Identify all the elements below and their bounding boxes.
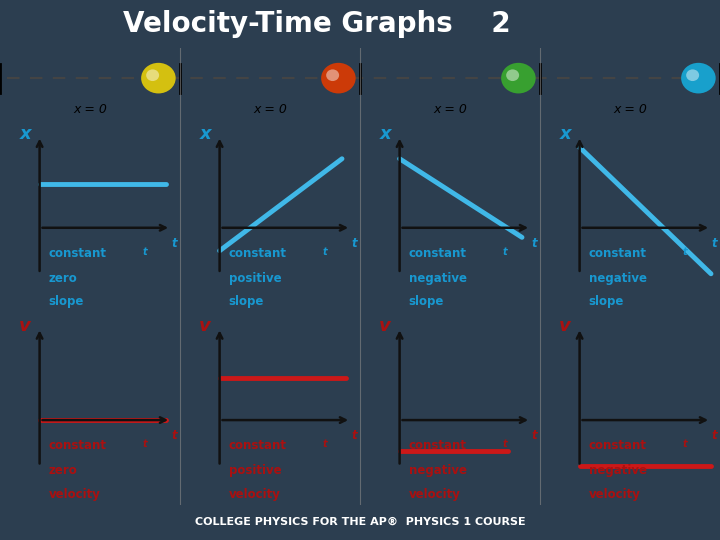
- Text: t: t: [143, 247, 147, 257]
- Text: COLLEGE PHYSICS FOR THE AP®  PHYSICS 1 COURSE: COLLEGE PHYSICS FOR THE AP® PHYSICS 1 CO…: [194, 517, 526, 526]
- Text: t: t: [172, 237, 177, 249]
- Text: v: v: [379, 316, 391, 335]
- Text: constant: constant: [49, 440, 107, 453]
- Ellipse shape: [141, 63, 176, 93]
- Text: t: t: [532, 429, 537, 442]
- Text: x = 0: x = 0: [73, 103, 107, 116]
- Text: t: t: [352, 429, 357, 442]
- Text: t: t: [532, 237, 537, 249]
- Text: negative: negative: [409, 272, 467, 285]
- Ellipse shape: [506, 70, 519, 81]
- Text: t: t: [712, 429, 717, 442]
- Text: velocity: velocity: [49, 488, 101, 501]
- Text: velocity: velocity: [409, 488, 461, 501]
- Text: constant: constant: [589, 247, 647, 260]
- Text: constant: constant: [409, 440, 467, 453]
- Text: constant: constant: [49, 247, 107, 260]
- Text: Velocity-Time Graphs    2: Velocity-Time Graphs 2: [123, 10, 510, 38]
- Text: v: v: [19, 316, 31, 335]
- Text: v: v: [199, 316, 211, 335]
- Text: velocity: velocity: [229, 488, 281, 501]
- Text: slope: slope: [589, 295, 624, 308]
- Text: x = 0: x = 0: [433, 103, 467, 116]
- Text: t: t: [323, 440, 327, 449]
- Text: t: t: [683, 440, 687, 449]
- Text: x = 0: x = 0: [253, 103, 287, 116]
- Text: constant: constant: [229, 440, 287, 453]
- Text: t: t: [503, 440, 507, 449]
- Text: zero: zero: [49, 464, 77, 477]
- Text: velocity: velocity: [589, 488, 641, 501]
- Text: t: t: [683, 247, 687, 257]
- Text: v: v: [559, 316, 571, 335]
- Text: t: t: [712, 237, 717, 249]
- Text: negative: negative: [409, 464, 467, 477]
- Text: positive: positive: [229, 464, 282, 477]
- Text: constant: constant: [409, 247, 467, 260]
- Ellipse shape: [681, 63, 716, 93]
- Ellipse shape: [146, 70, 159, 81]
- Text: t: t: [323, 247, 327, 257]
- Text: x: x: [19, 125, 31, 143]
- Text: positive: positive: [229, 272, 282, 285]
- Ellipse shape: [686, 70, 699, 81]
- Text: t: t: [352, 237, 357, 249]
- Text: slope: slope: [409, 295, 444, 308]
- Text: t: t: [503, 247, 507, 257]
- Text: negative: negative: [589, 272, 647, 285]
- Ellipse shape: [321, 63, 356, 93]
- Text: constant: constant: [589, 440, 647, 453]
- Text: t: t: [143, 440, 147, 449]
- Text: x: x: [199, 125, 211, 143]
- Ellipse shape: [501, 63, 536, 93]
- Ellipse shape: [326, 70, 339, 81]
- Text: zero: zero: [49, 272, 77, 285]
- Text: constant: constant: [229, 247, 287, 260]
- Text: x = 0: x = 0: [613, 103, 647, 116]
- Text: slope: slope: [229, 295, 264, 308]
- Text: x: x: [379, 125, 391, 143]
- Text: negative: negative: [589, 464, 647, 477]
- Text: slope: slope: [49, 295, 84, 308]
- Text: x: x: [559, 125, 571, 143]
- Text: t: t: [172, 429, 177, 442]
